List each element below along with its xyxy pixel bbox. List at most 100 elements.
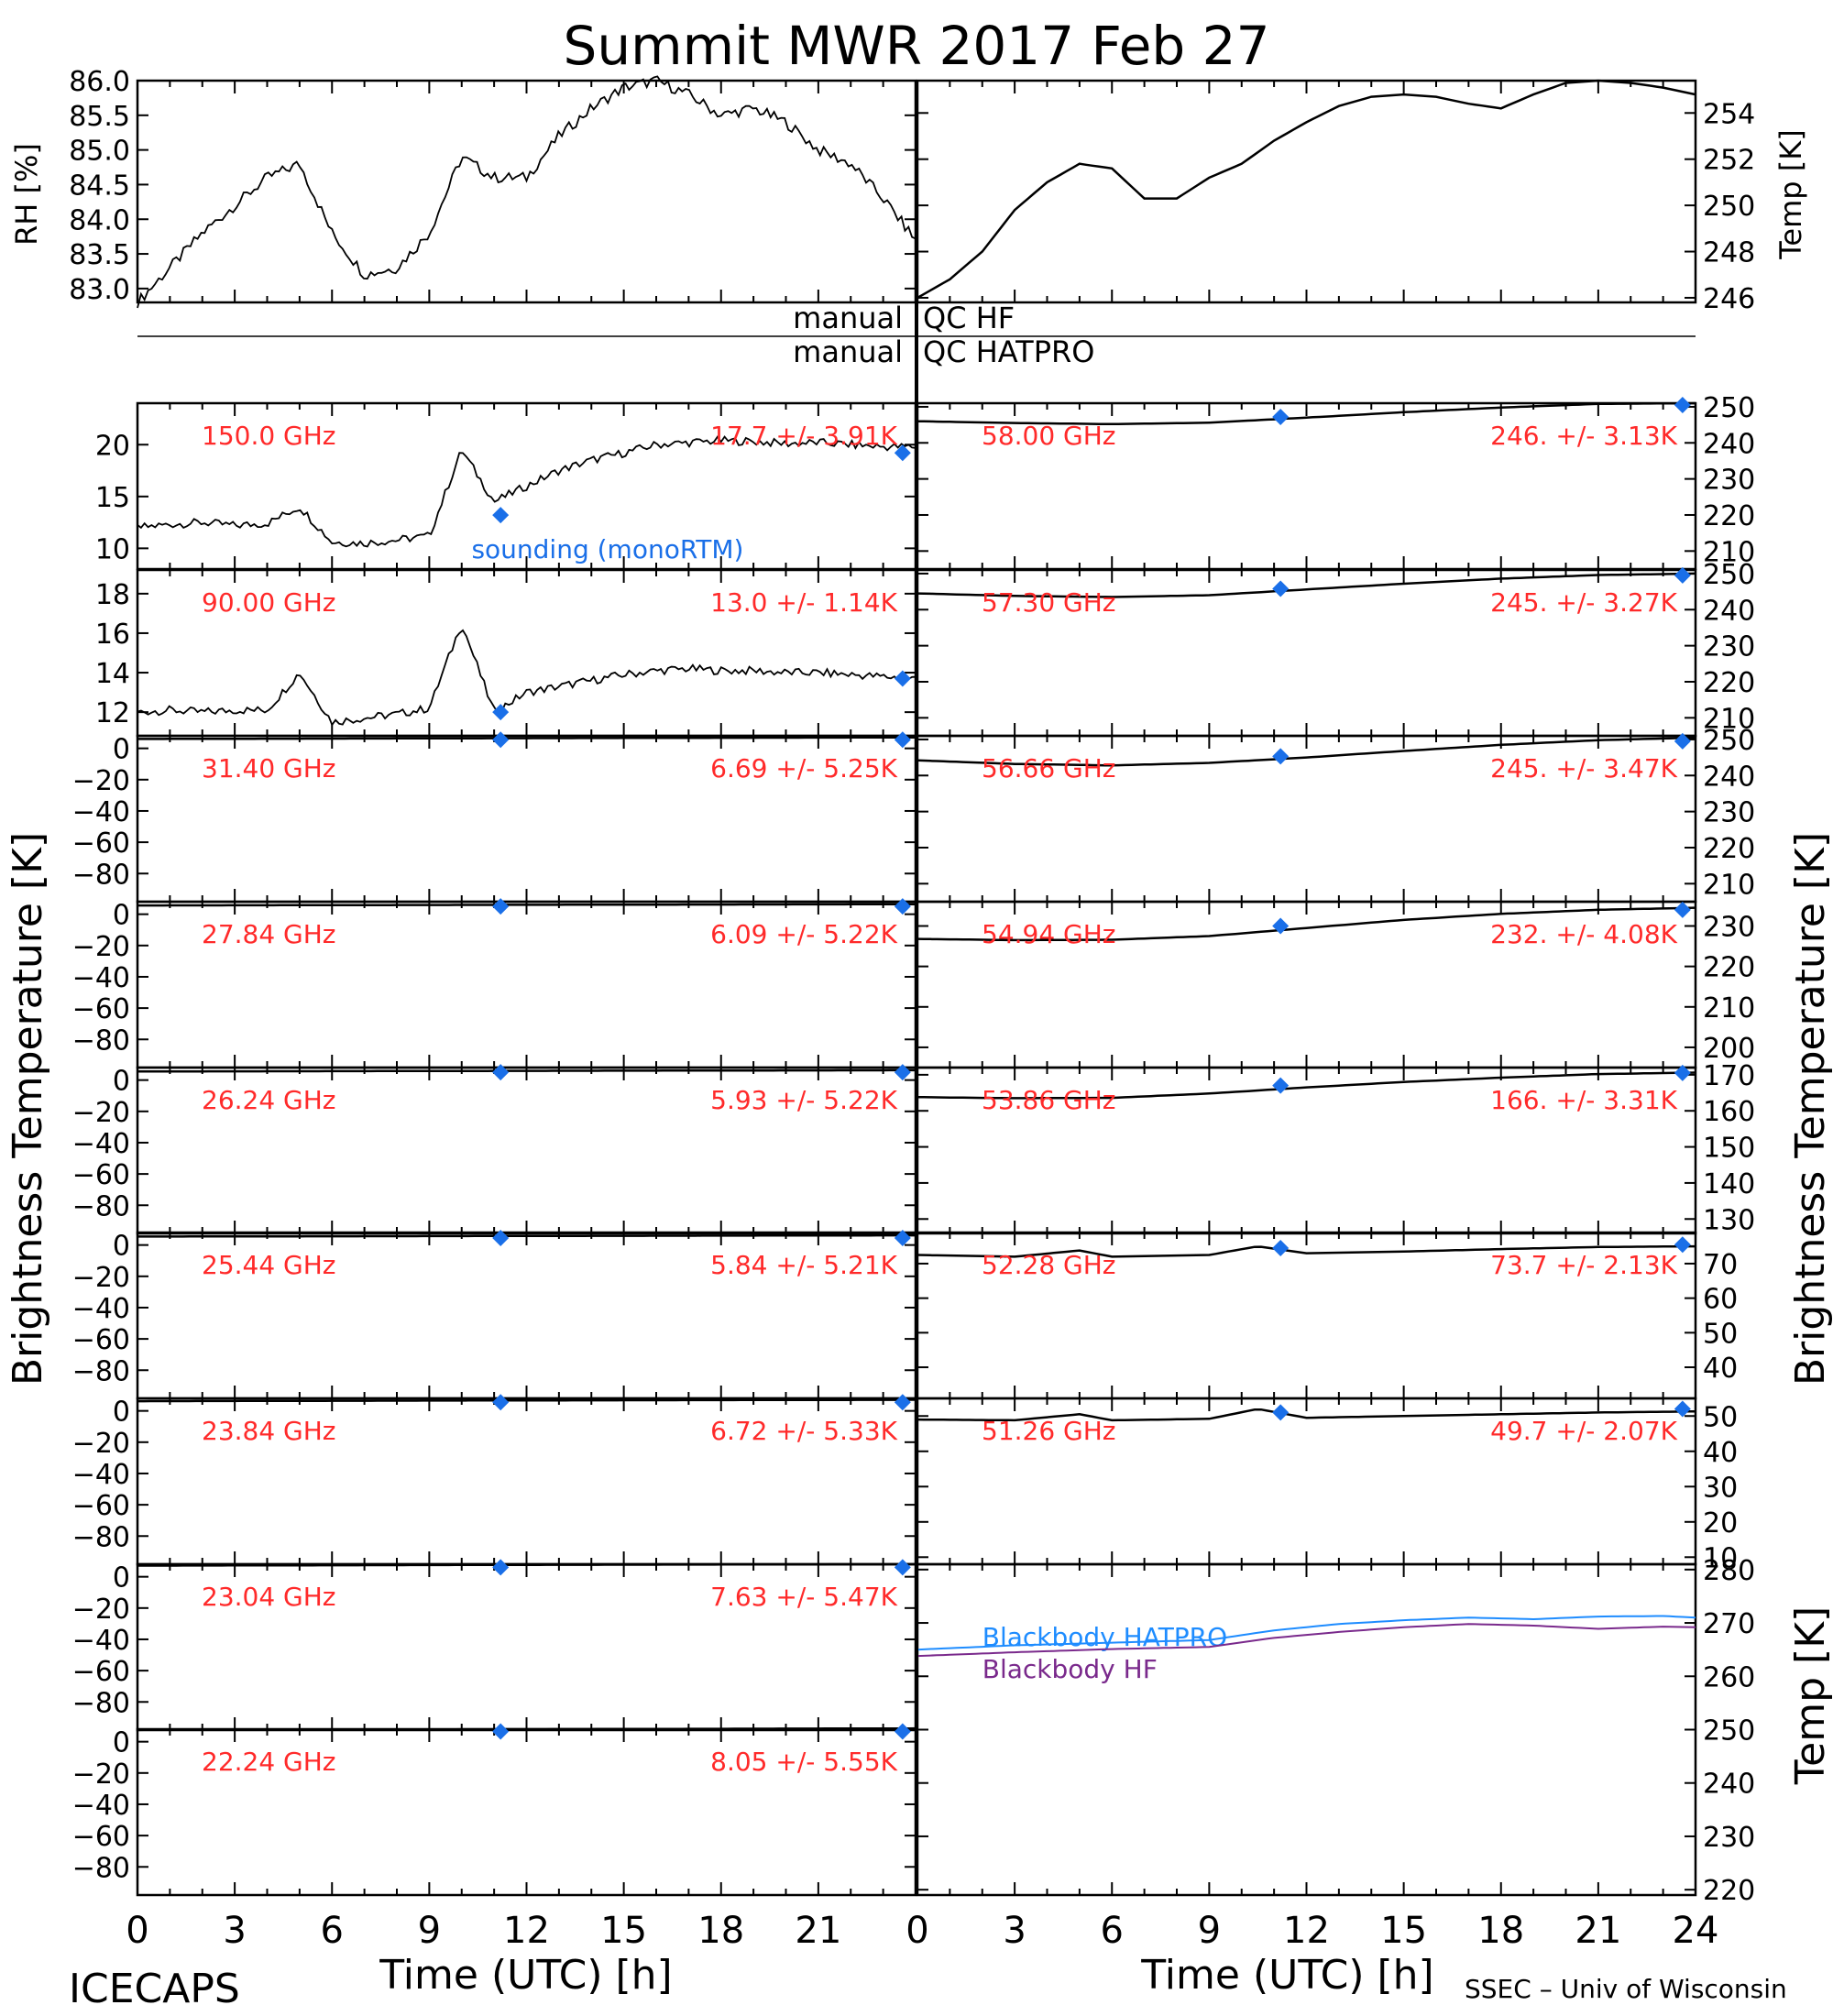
channel-stat: 73.7 +/- 2.13K	[1490, 1250, 1677, 1280]
panel-tb_23_04: 0−20−40−60−80 23.04 GHz 7.63 +/- 5.47K	[72, 1559, 917, 1732]
series-line	[137, 903, 916, 907]
sounding-annotation: sounding (monoRTM)	[471, 534, 743, 564]
x-tick-label: 21	[795, 1910, 841, 1952]
y-tick-label: 14	[95, 658, 130, 690]
qc-hatpro-label: QC HATPRO	[923, 334, 1094, 369]
y-tick-label: 40	[1703, 1353, 1738, 1385]
x-tick-label: 24	[1673, 1910, 1719, 1952]
y-tick-label: 20	[95, 430, 130, 462]
y-tick-label: −60	[72, 1324, 130, 1356]
series-line	[137, 75, 916, 309]
channel-label: 23.04 GHz	[202, 1582, 336, 1612]
series-line	[137, 1398, 916, 1403]
y-tick-label: 160	[1703, 1096, 1755, 1128]
x-tick-label: 6	[1101, 1910, 1124, 1952]
x-tick-label: 18	[1477, 1910, 1524, 1952]
sounding-marker	[1272, 1077, 1290, 1094]
channel-label: 31.40 GHz	[202, 753, 336, 783]
y-tick-label: −60	[72, 1159, 130, 1191]
y-tick-label: 248	[1703, 237, 1755, 269]
sounding-marker	[894, 1229, 911, 1246]
sounding-marker	[894, 731, 911, 749]
panel-tb_26: 0−20−40−60−80 26.24 GHz 5.93 +/- 5.22K	[72, 1064, 917, 1235]
x-tick-label: 12	[1283, 1910, 1330, 1952]
channel-stat: 5.84 +/- 5.21K	[710, 1250, 897, 1280]
y-tick-label: 130	[1703, 1204, 1755, 1236]
channel-stat: 246. +/- 3.13K	[1490, 421, 1677, 451]
panel-frame	[916, 1562, 1697, 1897]
sounding-marker	[1674, 732, 1691, 750]
sounding-marker	[1674, 566, 1691, 584]
x-tick-label: 15	[600, 1910, 647, 1952]
y-tick-label: −80	[72, 1852, 130, 1884]
channel-label: 25.44 GHz	[202, 1250, 336, 1280]
y-tick-label: 220	[1703, 1875, 1755, 1907]
channel-stat: 166. +/- 3.31K	[1490, 1085, 1677, 1115]
channel-label: 57.30 GHz	[982, 587, 1116, 618]
y-tick-label: 220	[1703, 500, 1755, 532]
channel-label: 22.24 GHz	[202, 1747, 336, 1777]
y-tick-label: −40	[72, 1790, 130, 1822]
y-tick-label: 210	[1703, 703, 1755, 735]
sounding-marker	[1272, 748, 1290, 765]
channel-label: 56.66 GHz	[982, 753, 1116, 783]
x-axis-label-right: Time (UTC) [h]	[1140, 1952, 1433, 1999]
y-tick-label: 10	[1703, 1542, 1738, 1574]
channel-label: 58.00 GHz	[982, 421, 1116, 451]
y-tick-label: 84.0	[69, 204, 130, 236]
y-tick-label: 220	[1703, 833, 1755, 865]
series-line	[137, 1233, 916, 1238]
y-tick-label: 254	[1703, 98, 1755, 130]
y-tick-label: 250	[1703, 1715, 1755, 1748]
y-tick-label: 10	[95, 533, 130, 565]
qc-hf-label: QC HF	[923, 301, 1015, 335]
x-tick-label: 18	[697, 1910, 744, 1952]
series-line	[137, 1726, 916, 1732]
sounding-marker	[492, 1723, 510, 1740]
y-tick-label: −20	[72, 1097, 130, 1129]
y-tick-label: −40	[72, 1293, 130, 1325]
y-tick-label: −60	[72, 993, 130, 1025]
y-tick-label: 210	[1703, 536, 1755, 568]
y-tick-label: −20	[72, 765, 130, 797]
y-tick-label: −60	[72, 1656, 130, 1688]
y-tick-label: 60	[1703, 1284, 1738, 1316]
channel-stat: 6.69 +/- 5.25K	[710, 753, 897, 783]
y-tick-label: −20	[72, 1428, 130, 1460]
y-tick-label: 0	[113, 900, 130, 932]
y-tick-label: 83.0	[69, 274, 130, 306]
y-tick-label: −40	[72, 962, 130, 994]
y-tick-label: 85.0	[69, 136, 130, 168]
channel-label: 26.24 GHz	[202, 1085, 336, 1115]
channel-stat: 5.93 +/- 5.22K	[710, 1085, 897, 1115]
y-tick-label: −80	[72, 1190, 130, 1222]
sounding-marker	[894, 1723, 911, 1740]
y-tick-label: 270	[1703, 1608, 1755, 1640]
y-tick-label: 260	[1703, 1661, 1755, 1693]
x-tick-label: 3	[223, 1910, 246, 1952]
y-tick-label: 246	[1703, 283, 1755, 315]
panel-tb_31: 0−20−40−60−80 31.40 GHz 6.69 +/- 5.25K	[72, 731, 917, 904]
y-tick-label: 20	[1703, 1507, 1738, 1539]
sounding-marker	[1272, 1239, 1290, 1256]
y-tick-label: 250	[1703, 559, 1755, 591]
series-line	[916, 1244, 1696, 1258]
sounding-marker	[1674, 1400, 1691, 1418]
panel-tb_54: 200 210 220 230 54.94 GHz 232. +/- 4.08K	[916, 900, 1755, 1069]
y-tick-label: −40	[72, 1128, 130, 1160]
qc-hf-manual: manual	[793, 301, 903, 335]
sounding-marker	[1272, 408, 1290, 425]
x-tick-label: 9	[1198, 1910, 1221, 1952]
y-tick-label: 150	[1703, 1133, 1755, 1165]
series-line	[137, 1068, 916, 1073]
channel-label: 90.00 GHz	[202, 587, 336, 618]
channel-label: 27.84 GHz	[202, 919, 336, 949]
footer-left: ICECAPS	[69, 1966, 240, 2012]
panel-temp_top: 246 248 250 252 254	[916, 79, 1755, 315]
panel-tb_22: 0−20−40−60−80 22.24 GHz 8.05 +/- 5.55K	[72, 1723, 917, 1897]
x-tick-label: 15	[1380, 1910, 1427, 1952]
y-tick-label: 0	[113, 1727, 130, 1759]
